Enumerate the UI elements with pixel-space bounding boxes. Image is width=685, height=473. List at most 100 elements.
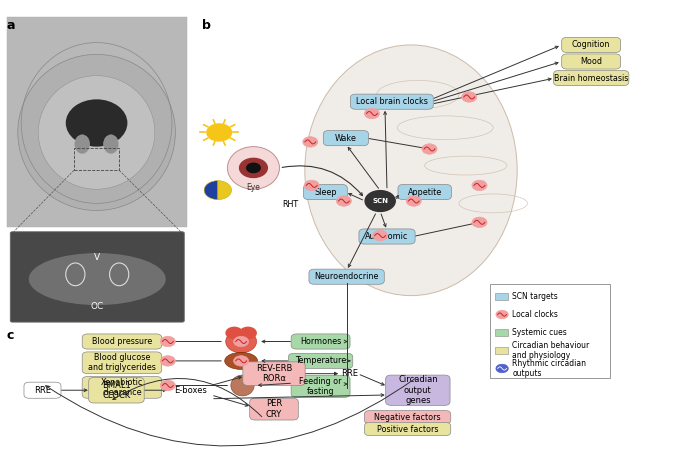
FancyBboxPatch shape	[250, 398, 299, 420]
FancyBboxPatch shape	[291, 334, 350, 349]
Circle shape	[226, 327, 242, 339]
Circle shape	[422, 144, 437, 154]
Text: Positive factors: Positive factors	[377, 424, 438, 434]
Text: Blood pressure: Blood pressure	[92, 337, 152, 346]
Text: Eye: Eye	[247, 183, 260, 192]
Text: Cognition: Cognition	[572, 40, 610, 50]
Text: Appetite: Appetite	[408, 187, 442, 197]
Circle shape	[160, 356, 175, 366]
Text: E-boxes: E-boxes	[174, 385, 207, 395]
Bar	[495, 293, 508, 300]
Ellipse shape	[38, 76, 155, 189]
FancyBboxPatch shape	[243, 362, 306, 385]
Text: Rhythmic circadian
outputs: Rhythmic circadian outputs	[512, 359, 586, 378]
FancyBboxPatch shape	[3, 14, 192, 324]
Ellipse shape	[225, 352, 258, 369]
Text: Neuroendocrine: Neuroendocrine	[314, 272, 379, 281]
Circle shape	[365, 191, 395, 211]
FancyBboxPatch shape	[88, 377, 145, 403]
Ellipse shape	[305, 45, 517, 296]
Text: Local brain clocks: Local brain clocks	[356, 97, 427, 106]
Circle shape	[472, 217, 487, 228]
Circle shape	[496, 364, 508, 373]
Text: BMAL1
CLOCK: BMAL1 CLOCK	[102, 380, 131, 400]
Circle shape	[406, 196, 421, 206]
FancyBboxPatch shape	[364, 411, 451, 424]
Ellipse shape	[75, 135, 90, 154]
FancyBboxPatch shape	[82, 352, 162, 374]
FancyBboxPatch shape	[303, 184, 347, 200]
Text: Systemic cues: Systemic cues	[512, 328, 567, 337]
FancyBboxPatch shape	[490, 284, 610, 378]
Text: V: V	[95, 253, 100, 263]
Text: Circadian behaviour
and physiology: Circadian behaviour and physiology	[512, 341, 590, 360]
Text: c: c	[7, 329, 14, 342]
Circle shape	[364, 108, 379, 119]
FancyBboxPatch shape	[288, 353, 353, 368]
Circle shape	[472, 180, 487, 191]
Circle shape	[240, 158, 267, 177]
Text: Wake: Wake	[335, 133, 357, 143]
FancyBboxPatch shape	[398, 184, 451, 200]
Text: SCN: SCN	[372, 198, 388, 204]
FancyBboxPatch shape	[24, 382, 61, 398]
Circle shape	[336, 196, 351, 206]
Text: Local clocks: Local clocks	[512, 310, 558, 319]
Text: OC: OC	[90, 302, 104, 311]
Ellipse shape	[231, 375, 254, 396]
FancyBboxPatch shape	[359, 229, 415, 244]
Text: Mood: Mood	[580, 57, 602, 66]
Circle shape	[496, 310, 508, 319]
Text: Xenobiotic
clearance: Xenobiotic clearance	[101, 377, 143, 397]
Ellipse shape	[227, 147, 279, 189]
Circle shape	[160, 336, 175, 347]
Text: Feeding or
fasting: Feeding or fasting	[299, 377, 342, 396]
Text: RHT: RHT	[282, 200, 299, 209]
Text: Blood glucose
and triglycerides: Blood glucose and triglycerides	[88, 353, 156, 373]
Text: Brain homeostasis: Brain homeostasis	[554, 73, 628, 83]
Text: Autonomic: Autonomic	[365, 232, 409, 241]
Text: Negative factors: Negative factors	[374, 412, 441, 422]
Bar	[495, 347, 508, 354]
Ellipse shape	[225, 330, 256, 353]
Wedge shape	[204, 181, 218, 200]
Circle shape	[240, 327, 256, 339]
Text: REV-ERB
RORα: REV-ERB RORα	[256, 364, 292, 384]
FancyBboxPatch shape	[323, 131, 369, 146]
Circle shape	[462, 92, 477, 102]
Circle shape	[304, 180, 319, 191]
Ellipse shape	[66, 99, 127, 147]
Text: a: a	[7, 19, 15, 32]
Text: Circadian
output
genes: Circadian output genes	[398, 375, 438, 405]
FancyBboxPatch shape	[309, 269, 384, 284]
Text: b: b	[202, 19, 211, 32]
Text: Hormones: Hormones	[300, 337, 341, 346]
FancyBboxPatch shape	[553, 70, 629, 86]
Circle shape	[234, 336, 249, 347]
Bar	[495, 329, 508, 336]
FancyBboxPatch shape	[10, 232, 184, 322]
Text: Temperature: Temperature	[295, 356, 346, 366]
Circle shape	[247, 163, 260, 173]
Text: Sleep: Sleep	[314, 187, 336, 197]
Text: RRE: RRE	[341, 369, 358, 378]
FancyBboxPatch shape	[82, 334, 162, 349]
FancyBboxPatch shape	[562, 54, 621, 69]
Circle shape	[303, 137, 318, 147]
FancyBboxPatch shape	[364, 422, 451, 436]
Circle shape	[207, 124, 232, 141]
Circle shape	[160, 380, 175, 391]
FancyBboxPatch shape	[350, 94, 433, 109]
Text: RRE: RRE	[34, 385, 51, 395]
FancyBboxPatch shape	[7, 17, 187, 227]
Text: PER
CRY: PER CRY	[266, 399, 282, 419]
FancyBboxPatch shape	[386, 375, 450, 405]
Ellipse shape	[29, 253, 166, 305]
Text: SCN targets: SCN targets	[512, 292, 558, 301]
Ellipse shape	[103, 135, 119, 154]
Circle shape	[234, 356, 249, 366]
Wedge shape	[218, 181, 232, 200]
Bar	[74, 148, 119, 170]
Circle shape	[373, 230, 388, 241]
Ellipse shape	[18, 54, 175, 210]
